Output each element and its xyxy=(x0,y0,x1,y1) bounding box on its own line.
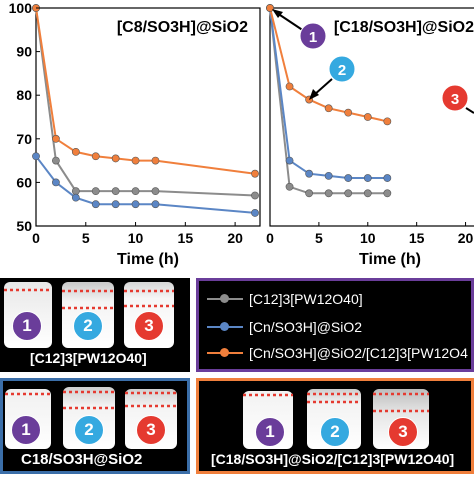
left-point-grey xyxy=(131,187,140,196)
chart-title-right: [C18/SO3H]@SiO2 xyxy=(334,19,474,36)
photo-panel-b-label: C18/SO3H@SiO2 xyxy=(21,451,143,468)
vial-number-b1: 1 xyxy=(11,415,41,445)
right-xtick-label: 10 xyxy=(360,230,376,246)
vial-number-c2: 2 xyxy=(320,417,350,447)
legend-label-blue: [Cn/SO3H]@SiO2 xyxy=(249,319,363,335)
photo-panel-c-label: [C18/SO3H]@SiO2/[C12]3[PW12O40] xyxy=(211,451,455,467)
vial-number-b2: 2 xyxy=(74,415,104,445)
right-xtick-label: 15 xyxy=(409,230,425,246)
right-point-blue xyxy=(324,171,333,180)
x-axis-label-left: Time (h) xyxy=(117,251,179,268)
left-xtick-label: 20 xyxy=(227,230,243,246)
right-point-blue xyxy=(383,174,392,182)
photo-panel-a-label: [C12]3[PW12O40] xyxy=(30,350,147,366)
right-point-grey xyxy=(363,189,372,198)
right-point-orange xyxy=(344,108,353,117)
left-point-blue xyxy=(151,200,160,209)
annotation-3: 3 xyxy=(441,84,474,114)
right-point-orange xyxy=(285,82,294,91)
right-point-blue xyxy=(344,174,353,182)
vial-number-c1: 1 xyxy=(255,417,285,447)
left-xtick-label: 5 xyxy=(82,230,90,246)
svg-text:2: 2 xyxy=(338,62,346,79)
left-ytick-label: 60 xyxy=(16,174,32,190)
right-point-grey xyxy=(285,182,294,191)
right-point-grey xyxy=(305,189,314,198)
left-point-grey xyxy=(111,187,120,196)
legend-label-orange: [Cn/SO3H]@SiO2/[C12]3[PW12O4 xyxy=(249,345,468,361)
left-series-line-blue xyxy=(35,155,256,214)
vial-number-a1: 1 xyxy=(12,311,42,341)
right-point-orange xyxy=(363,113,372,121)
chart-right: 0 5 10 15 20 [C18/SO3H]@SiO2 Time (h) 1 2 3 xyxy=(266,4,474,268)
left-ytick-label: 80 xyxy=(16,87,32,103)
left-point-orange xyxy=(251,169,259,178)
right-point-blue xyxy=(285,156,294,165)
left-point-grey xyxy=(91,187,100,196)
left-ytick-label: 90 xyxy=(16,44,32,60)
right-xtick-label: 20 xyxy=(458,230,474,246)
right-point-orange xyxy=(383,117,392,126)
x-axis-label-right: Time (h) xyxy=(359,251,421,268)
left-ytick-label: 50 xyxy=(16,218,32,234)
right-point-blue xyxy=(305,169,314,178)
legend-item-orange: [Cn/SO3H]@SiO2/[C12]3[PW12O4 xyxy=(207,345,468,361)
left-point-orange xyxy=(71,147,80,156)
vial-number-b3: 3 xyxy=(136,415,166,445)
left-point-orange xyxy=(52,134,60,143)
vial-number-a2: 2 xyxy=(73,311,103,341)
left-point-blue xyxy=(251,209,259,217)
photo-panel-b: 1 2 3 C18/SO3H@SiO2 xyxy=(0,378,190,474)
photo-panel-a: 1 2 3 [C12]3[PW12O40] xyxy=(0,278,190,372)
left-point-grey xyxy=(251,191,259,200)
right-point-grey xyxy=(383,189,392,198)
legend-label-grey: [C12]3[PW12O40] xyxy=(249,291,363,307)
plot-frame-left xyxy=(35,7,261,227)
left-point-blue xyxy=(91,200,100,209)
vial-number-a3: 3 xyxy=(134,311,164,341)
annotation-1: 1 xyxy=(272,9,327,50)
right-point-blue xyxy=(363,174,372,182)
vial-number-c3: 3 xyxy=(388,417,418,447)
left-point-orange xyxy=(91,152,100,161)
left-point-blue xyxy=(111,200,120,209)
left-point-blue xyxy=(52,178,60,187)
left-ytick-label: 70 xyxy=(16,131,32,147)
left-xtick-label: 15 xyxy=(178,230,194,246)
left-point-grey xyxy=(71,187,80,196)
left-point-blue xyxy=(32,152,40,161)
legend-item-blue: [Cn/SO3H]@SiO2 xyxy=(207,319,362,335)
chart-title-left: [C8/SO3H]@SiO2 xyxy=(117,19,248,36)
left-xtick-label: 10 xyxy=(128,230,144,246)
svg-text:1: 1 xyxy=(309,29,317,46)
left-series-line-grey xyxy=(35,7,256,197)
left-point-orange xyxy=(111,154,120,163)
right-point-grey xyxy=(344,189,353,198)
left-point-blue xyxy=(131,200,140,209)
svg-text:3: 3 xyxy=(451,91,459,108)
right-xtick-label: 5 xyxy=(315,230,323,246)
left-point-orange xyxy=(151,156,160,165)
left-point-blue xyxy=(71,193,80,202)
left-point-grey xyxy=(151,187,160,196)
right-point-orange xyxy=(324,104,333,113)
left-ytick-label: 100 xyxy=(9,0,33,16)
left-point-grey xyxy=(52,156,60,165)
left-point-orange xyxy=(131,156,140,165)
left-xtick-label: 0 xyxy=(32,230,40,246)
right-xtick-label: 0 xyxy=(266,230,274,246)
chart-left: 50 60 70 80 90 100 0 5 10 15 20 [C8/SO3H]@SiO2 Ti… xyxy=(9,0,261,268)
annotation-2: 2 xyxy=(309,55,356,100)
photo-panel-c: 1 2 3 [C18/SO3H]@SiO2/[C12]3[PW12O40] xyxy=(196,378,474,474)
plot-frame-right xyxy=(269,7,474,227)
right-point-grey xyxy=(324,189,333,198)
legend: [C12]3[PW12O40] [Cn/SO3H]@SiO2 [Cn/SO3H]… xyxy=(196,278,474,372)
right-point-orange xyxy=(266,4,274,12)
legend-item-grey: [C12]3[PW12O40] xyxy=(207,291,363,307)
